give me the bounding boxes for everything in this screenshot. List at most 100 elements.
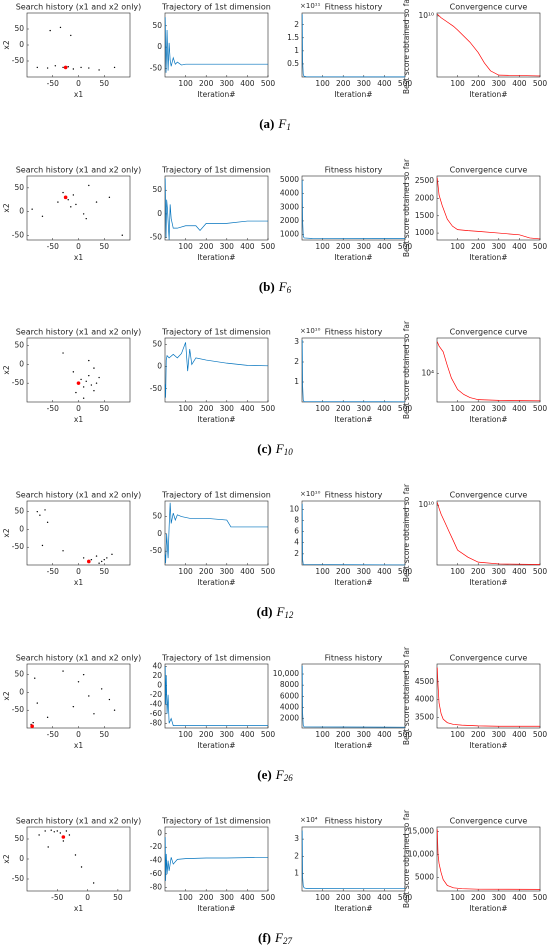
x-tick-label: -50 [51,893,63,902]
search-point [77,681,80,683]
search-point [65,830,68,832]
x-tick-label: 400 [377,730,392,739]
y-tick-label: 10⁴ [421,369,434,378]
y-tick-label: -80 [150,718,162,727]
plot-frame [164,12,269,78]
subplot: Fitness history ×10⁴ Iteration# 100 200 300 40… [294,816,412,913]
search-point [92,882,95,884]
search-point [95,382,98,384]
plot-frame [26,826,131,892]
y-axis-label: Best score obtained so far [402,0,411,94]
y-tick-label: 2 [294,357,299,366]
search-point [108,698,111,701]
search-point [72,371,75,373]
search-point [46,521,49,524]
x-tick-label: -50 [47,79,59,88]
caption-label: (d) [257,604,273,619]
search-point [32,721,34,724]
data-line [301,180,406,239]
caption: (c) F10 [257,441,293,457]
y-tick-label: 50 [152,340,162,349]
x-tick-label: 50 [99,242,109,251]
y-tick-label: 10¹⁰ [418,11,434,20]
x-tick-label: 0 [76,730,81,739]
y-tick-label: 4 [294,538,299,547]
y-tick-label: 3 [294,834,299,843]
caption-function: F [277,116,287,131]
search-point [36,66,38,69]
best-point [61,835,66,839]
x-axis-label: Iteration# [469,415,507,424]
y-tick-label: 20 [152,671,162,680]
search-point [103,558,105,561]
x-tick-label: 300 [492,567,507,576]
data-line [436,667,540,727]
x-tick-label: 400 [240,730,255,739]
x-axis-label: Iteration# [197,90,235,99]
y-tick-label: -50 [150,546,162,555]
data-line [301,665,406,728]
y-tick-label: -80 [150,883,162,892]
x-tick-label: 0 [76,404,81,413]
y-tick-label: 1000 [415,228,434,237]
subplot: Trajectory of 1st dimension Iteration# 100… [150,328,276,425]
plot-title: Search history (x1 and x2 only) [16,328,142,337]
data-line [436,13,541,77]
plot-frame [301,175,406,241]
x-tick-label: 300 [220,404,235,413]
y-axis-label: x2 [2,203,11,212]
plot-title: Fitness history [325,817,383,826]
y-tick-label: 2 [294,549,299,558]
search-point [80,378,82,381]
x-tick-label: -50 [47,567,59,576]
caption-label: (e) [257,767,271,782]
x-tick-label: 100 [178,79,193,88]
x-tick-label: 300 [357,242,372,251]
x-tick-label: 500 [533,242,548,251]
caption-function: F [275,767,285,782]
caption-function: F [275,441,285,456]
search-point [54,65,57,67]
subplot: Search history (x1 and x2 only) x1 x2 -50 0 5… [2,817,141,914]
plot-title: Convergence curve [450,3,528,12]
y-tick-label: 50 [152,512,162,521]
search-point [85,217,87,220]
y-tick-label: 6 [294,527,299,536]
search-point [100,688,103,690]
search-point [70,206,72,208]
data-line [164,666,268,726]
search-point [93,390,95,392]
plot-title: Trajectory of 1st dimension [161,328,271,337]
y-tick-label: 10,000 [408,849,434,858]
x-tick-label: 400 [377,893,392,902]
search-point [113,709,116,711]
search-point [90,384,93,386]
search-point [82,386,85,388]
data-line [436,829,541,890]
caption-function: F [274,930,284,945]
y-tick-label: 1500 [415,211,434,220]
subplot: Trajectory of 1st dimension Iteration# 100… [150,3,276,100]
plot-frame [301,500,406,566]
search-point [98,69,100,71]
search-point [56,830,58,832]
y-tick-label: -50 [12,378,24,387]
y-tick-label: -50 [150,63,162,72]
caption-subscript: 27 [283,936,293,946]
plot-frame [436,500,541,566]
x-tick-label: 200 [471,893,486,902]
data-line [436,177,541,240]
y-axis-label: Best score obtained so far [402,809,411,908]
y-axis-label: x2 [2,40,11,49]
x-axis-label: Iteration# [197,741,235,750]
subplot: Convergence curve Iteration# Best score ob… [402,646,547,750]
x-tick-label: 500 [533,79,548,88]
search-point [41,544,44,547]
y-tick-label: 0 [157,529,162,538]
search-point [46,716,49,719]
search-point [80,66,82,69]
plot-frame [164,663,269,729]
search-point [62,66,64,69]
search-point [46,67,49,69]
x-axis-label: Iteration# [334,904,372,913]
